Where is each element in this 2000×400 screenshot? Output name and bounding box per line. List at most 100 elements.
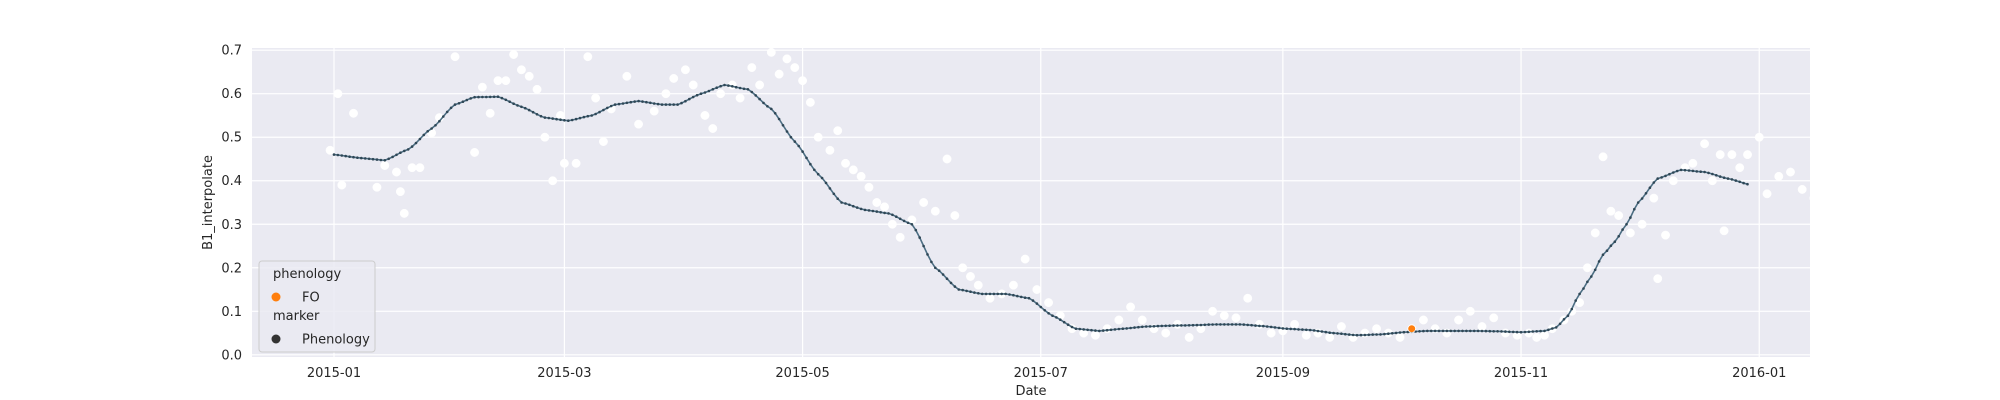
observation-point (1372, 324, 1382, 334)
observation-point (1707, 176, 1717, 186)
observation-point (708, 124, 718, 133)
observation-point (747, 63, 757, 73)
observation-point (661, 89, 671, 99)
interpolated-dot (1418, 330, 1421, 333)
interpolated-dot (1457, 329, 1460, 333)
observation-point (1590, 228, 1600, 238)
interpolated-dot (1203, 323, 1207, 327)
interpolated-dot (1402, 330, 1406, 334)
interpolated-dot (1437, 329, 1441, 333)
observation-point (1477, 322, 1487, 331)
interpolated-dot (1500, 330, 1503, 333)
interpolated-dot (980, 292, 984, 296)
interpolated-dot (750, 90, 754, 94)
interpolated-dot (1675, 169, 1679, 173)
interpolated-dot (488, 95, 492, 99)
interpolated-dot (1621, 228, 1624, 231)
legend-label-phenology: Phenology (302, 333, 370, 348)
interpolated-dot (1297, 328, 1300, 331)
grid (252, 48, 1810, 357)
interpolated-dot (363, 157, 367, 160)
interpolated-dot (1363, 333, 1367, 337)
interpolated-dot (684, 99, 687, 103)
interpolated-dot (1422, 329, 1425, 333)
observation-point (1032, 285, 1042, 294)
interpolated-dot (1640, 197, 1644, 200)
interpolated-dot (1047, 312, 1050, 315)
interpolated-dot (758, 97, 761, 101)
interpolated-dot (1066, 323, 1070, 327)
interpolated-dot (965, 289, 968, 293)
interpolated-dot (414, 141, 418, 145)
observation-point (1852, 206, 1862, 216)
interpolated-dot (988, 292, 992, 296)
interpolated-dot (852, 204, 855, 208)
interpolated-dot (469, 97, 473, 100)
interpolated-dot (855, 206, 859, 209)
interpolated-dot (914, 228, 918, 232)
interpolated-dot (1246, 323, 1249, 327)
observation-point (1649, 193, 1659, 203)
interpolated-dot (1566, 314, 1570, 318)
interpolated-dot (1633, 207, 1636, 211)
interpolated-dot (652, 102, 656, 105)
phenology-markers (1407, 324, 1416, 333)
observation-point (325, 145, 335, 155)
observation-point (1743, 150, 1752, 160)
interpolated-dot (434, 124, 437, 127)
interpolated-dot (1554, 326, 1558, 329)
interpolated-dot (410, 145, 414, 148)
interpolated-dot (844, 202, 847, 205)
observation-point (1930, 137, 1940, 147)
interpolated-dot (848, 203, 851, 207)
interpolated-dot (1336, 332, 1339, 335)
observation-point (1454, 315, 1464, 325)
interpolated-dot (922, 244, 925, 248)
interpolated-dot (1133, 326, 1136, 329)
interpolated-dot (1387, 332, 1390, 336)
interpolated-dot (977, 292, 980, 295)
interpolated-dot (527, 108, 531, 112)
interpolated-dot (672, 103, 675, 106)
interpolated-dot (598, 110, 601, 114)
interpolated-dot (1465, 329, 1468, 333)
interpolated-dot (1308, 328, 1312, 332)
observation-point (1914, 113, 1924, 123)
observation-point (1899, 158, 1909, 168)
interpolated-dot (1059, 318, 1062, 322)
observation-point (516, 65, 526, 75)
y-tick-label: 0.6 (221, 87, 242, 102)
interpolated-dot (1453, 329, 1456, 333)
interpolated-dot (770, 107, 773, 111)
interpolated-dot (1117, 327, 1121, 331)
observation-point (1637, 219, 1647, 229)
interpolated-dot (699, 92, 703, 95)
observation-point (1688, 158, 1698, 168)
interpolated-dot (1035, 302, 1039, 305)
interpolated-dot (1726, 177, 1730, 180)
interpolated-dot (1695, 170, 1699, 173)
interpolated-dot (613, 103, 617, 106)
interpolated-dot (781, 124, 785, 127)
interpolated-dot (1039, 305, 1043, 309)
interpolated-dot (1586, 280, 1589, 284)
observation-point (1762, 189, 1772, 199)
interpolated-dot (1527, 330, 1531, 334)
interpolated-dot (1293, 327, 1296, 331)
interpolated-dot (570, 118, 574, 122)
interpolated-dot (1730, 178, 1734, 181)
interpolated-dot (746, 88, 750, 91)
interpolated-dot (1273, 326, 1277, 329)
interpolated-dot (1285, 327, 1289, 331)
interpolated-dot (1238, 323, 1242, 326)
observation-point (1981, 171, 1991, 181)
observation-point (598, 137, 608, 147)
observation-point (524, 71, 534, 81)
interpolated-dot (996, 292, 1000, 296)
observation-point (1290, 319, 1300, 329)
interpolated-dot (1078, 327, 1082, 331)
x-tick-label: 2015-09 (1256, 366, 1310, 381)
interpolated-dot (399, 151, 402, 154)
interpolated-dot (1597, 260, 1601, 263)
interpolated-dot (1000, 292, 1003, 296)
